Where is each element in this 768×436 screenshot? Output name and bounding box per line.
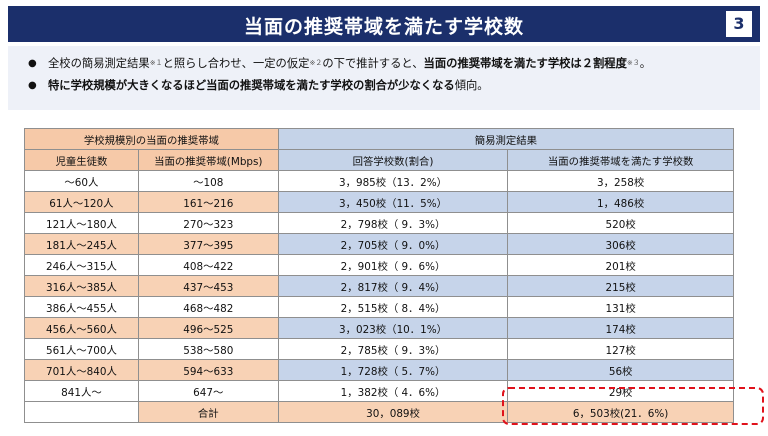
cell-meeting: 3，258校 [507,170,734,192]
table-row: 456人〜560人 496〜525 3，023校（10．1%） 174校 [24,317,734,339]
bullet-emphasis: 当面の推奨帯域を満たす学校は２割程度 [423,57,627,70]
cell-responses: 3，985校（13．2%） [277,170,509,192]
table-row: 〜60人 〜108 3，985校（13．2%） 3，258校 [24,170,734,192]
cell-bandwidth: 594〜633 [137,359,279,381]
total-meeting: 6，503校(21．6%) [507,401,734,423]
column-header-responses: 回答学校数(割合) [277,149,509,171]
bullet-dot-icon: ● [28,58,37,69]
cell-meeting: 201校 [507,254,734,276]
cell-bandwidth: 161〜216 [137,191,279,213]
cell-responses: 3，023校（10．1%） [277,317,509,339]
cell-bandwidth: 377〜395 [137,233,279,255]
bullet-dot-icon: ● [28,80,37,91]
table-row: 841人〜 647〜 1，382校（ 4．6%） 29校 [24,380,734,402]
cell-students: 456人〜560人 [24,317,139,339]
table-row: 386人〜455人 468〜482 2，515校（ 8．4%） 131校 [24,296,734,318]
table-row: 181人〜245人 377〜395 2，705校（ 9．0%） 306校 [24,233,734,255]
cell-meeting: 131校 [507,296,734,318]
cell-meeting: 127校 [507,338,734,360]
cell-meeting: 215校 [507,275,734,297]
bullet-text: の下で推計すると、 [322,57,424,70]
bullet-text: と照らし合わせ、一定の仮定 [162,57,310,70]
bullet-item-2: ● 特に学校規模が大きくなるほど当面の推奨帯域を満たす学校の割合が少なくなる傾向… [22,75,760,97]
cell-students: 386人〜455人 [24,296,139,318]
table-row: 61人〜120人 161〜216 3，450校（11．5%） 1，486校 [24,191,734,213]
cell-students: 〜60人 [24,170,139,192]
table-row: 121人〜180人 270〜323 2，798校（ 9．3%） 520校 [24,212,734,234]
cell-students: 181人〜245人 [24,233,139,255]
total-blank-cell [24,401,139,423]
cell-responses: 2，785校（ 9．3%） [277,338,509,360]
cell-meeting: 56校 [507,359,734,381]
cell-responses: 2，515校（ 8．4%） [277,296,509,318]
footnote-mark: ※３ [626,59,640,67]
cell-bandwidth: 538〜580 [137,338,279,360]
cell-bandwidth: 〜108 [137,170,279,192]
total-responses: 30，089校 [277,401,509,423]
cell-responses: 1，728校（ 5．7%） [277,359,509,381]
table-row: 561人〜700人 538〜580 2，785校（ 9．3%） 127校 [24,338,734,360]
total-row: 合計 30，089校 6，503校(21．6%) [24,401,734,423]
table-row: 701人〜840人 594〜633 1，728校（ 5．7%） 56校 [24,359,734,381]
cell-bandwidth: 270〜323 [137,212,279,234]
bullet-item-1: ● 全校の簡易測定結果※１と照らし合わせ、一定の仮定※２の下で推計すると、当面の… [22,53,760,75]
group-header-school-size: 学校規模別の当面の推奨帯域 [24,128,279,150]
page-title: 当面の推奨帯域を満たす学校数 [243,16,524,38]
table-row: 316人〜385人 437〜453 2，817校（ 9．4%） 215校 [24,275,734,297]
title-bar: 当面の推奨帯域を満たす学校数 3 [8,6,760,42]
cell-students: 121人〜180人 [24,212,139,234]
bullet-text: 。 [639,57,652,70]
group-header-measurement: 簡易測定結果 [277,128,735,150]
cell-meeting: 1，486校 [507,191,734,213]
column-header-meeting: 当面の推奨帯域を満たす学校数 [507,149,734,171]
cell-bandwidth: 496〜525 [137,317,279,339]
table-body: 〜60人 〜108 3，985校（13．2%） 3，258校 61人〜120人 161〜2… [24,170,734,402]
cell-meeting: 520校 [507,212,734,234]
cell-students: 61人〜120人 [24,191,139,213]
total-highlight-box [502,387,764,425]
cell-meeting: 306校 [507,233,734,255]
cell-students: 316人〜385人 [24,275,139,297]
footnote-mark: ※１ [149,59,163,67]
cell-bandwidth: 437〜453 [137,275,279,297]
total-label: 合計 [137,401,279,423]
school-bandwidth-table: 学校規模別の当面の推奨帯域 簡易測定結果 児童生徒数 当面の推奨帯域(Mbps)… [24,128,735,423]
summary-bullets: ● 全校の簡易測定結果※１と照らし合わせ、一定の仮定※２の下で推計すると、当面の… [8,46,760,110]
page-number: 3 [726,11,752,37]
cell-bandwidth: 647〜 [137,380,279,402]
bullet-text: 全校の簡易測定結果 [48,57,150,70]
cell-bandwidth: 468〜482 [137,296,279,318]
bullet-emphasis: 特に学校規模が大きくなるほど当面の推奨帯域を満たす学校の割合が少なくなる [48,79,455,92]
cell-meeting: 174校 [507,317,734,339]
cell-responses: 1，382校（ 4．6%） [277,380,509,402]
column-header-bandwidth: 当面の推奨帯域(Mbps) [137,149,279,171]
cell-students: 701人〜840人 [24,359,139,381]
cell-responses: 2，901校（ 9．6%） [277,254,509,276]
cell-students: 561人〜700人 [24,338,139,360]
cell-bandwidth: 408〜422 [137,254,279,276]
cell-responses: 3，450校（11．5%） [277,191,509,213]
footnote-mark: ※２ [309,59,323,67]
cell-responses: 2，705校（ 9．0%） [277,233,509,255]
cell-responses: 2，798校（ 9．3%） [277,212,509,234]
cell-students: 841人〜 [24,380,139,402]
column-header-students: 児童生徒数 [24,149,139,171]
cell-responses: 2，817校（ 9．4%） [277,275,509,297]
cell-students: 246人〜315人 [24,254,139,276]
table-row: 246人〜315人 408〜422 2，901校（ 9．6%） 201校 [24,254,734,276]
bullet-text: 傾向。 [454,79,489,92]
